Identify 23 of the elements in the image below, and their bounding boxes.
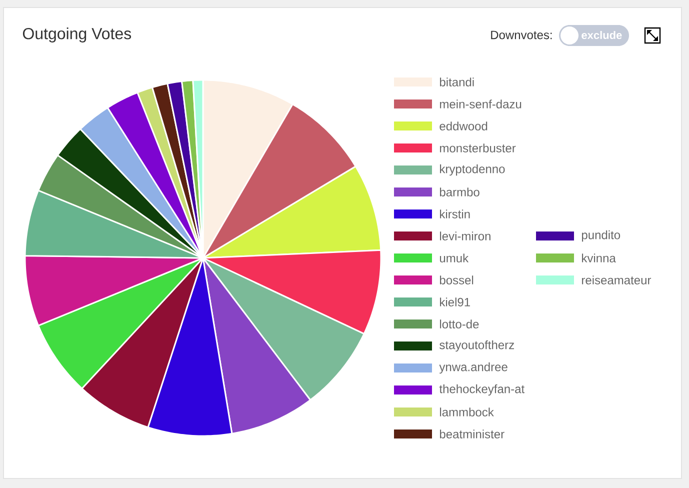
legend-label: eddwood (440, 122, 488, 130)
legend-label: kryptodenno (440, 164, 505, 176)
legend-label: bossel (440, 276, 474, 284)
chart-title: Outgoing Votes (22, 28, 132, 42)
legend-label: pundito (582, 230, 620, 242)
legend-label: lotto-de (440, 320, 479, 328)
legend-label: lammbock (440, 408, 494, 416)
legend-label: barmbo (440, 188, 480, 196)
legend-label: ynwa.andree (439, 362, 508, 374)
legend-label: beatminister (440, 430, 504, 438)
text: exclude (582, 30, 622, 40)
legend-label: mein-senf-dazu (440, 100, 522, 108)
legend-label: kiel91 (440, 298, 470, 306)
legend-label: stayoutoftherz (440, 340, 514, 352)
legend-label: kvinna (582, 254, 616, 262)
legend-label: reiseamateur (582, 276, 652, 284)
legend-label: thehockeyfan-at (439, 384, 524, 396)
legend-label: bitandi (440, 78, 474, 86)
text: Downvotes: (491, 30, 552, 40)
legend-label: umuk (440, 254, 469, 262)
legend-label: monsterbuster (440, 144, 516, 152)
legend-label: kirstin (440, 210, 470, 218)
legend-label: levi-miron (440, 232, 490, 240)
